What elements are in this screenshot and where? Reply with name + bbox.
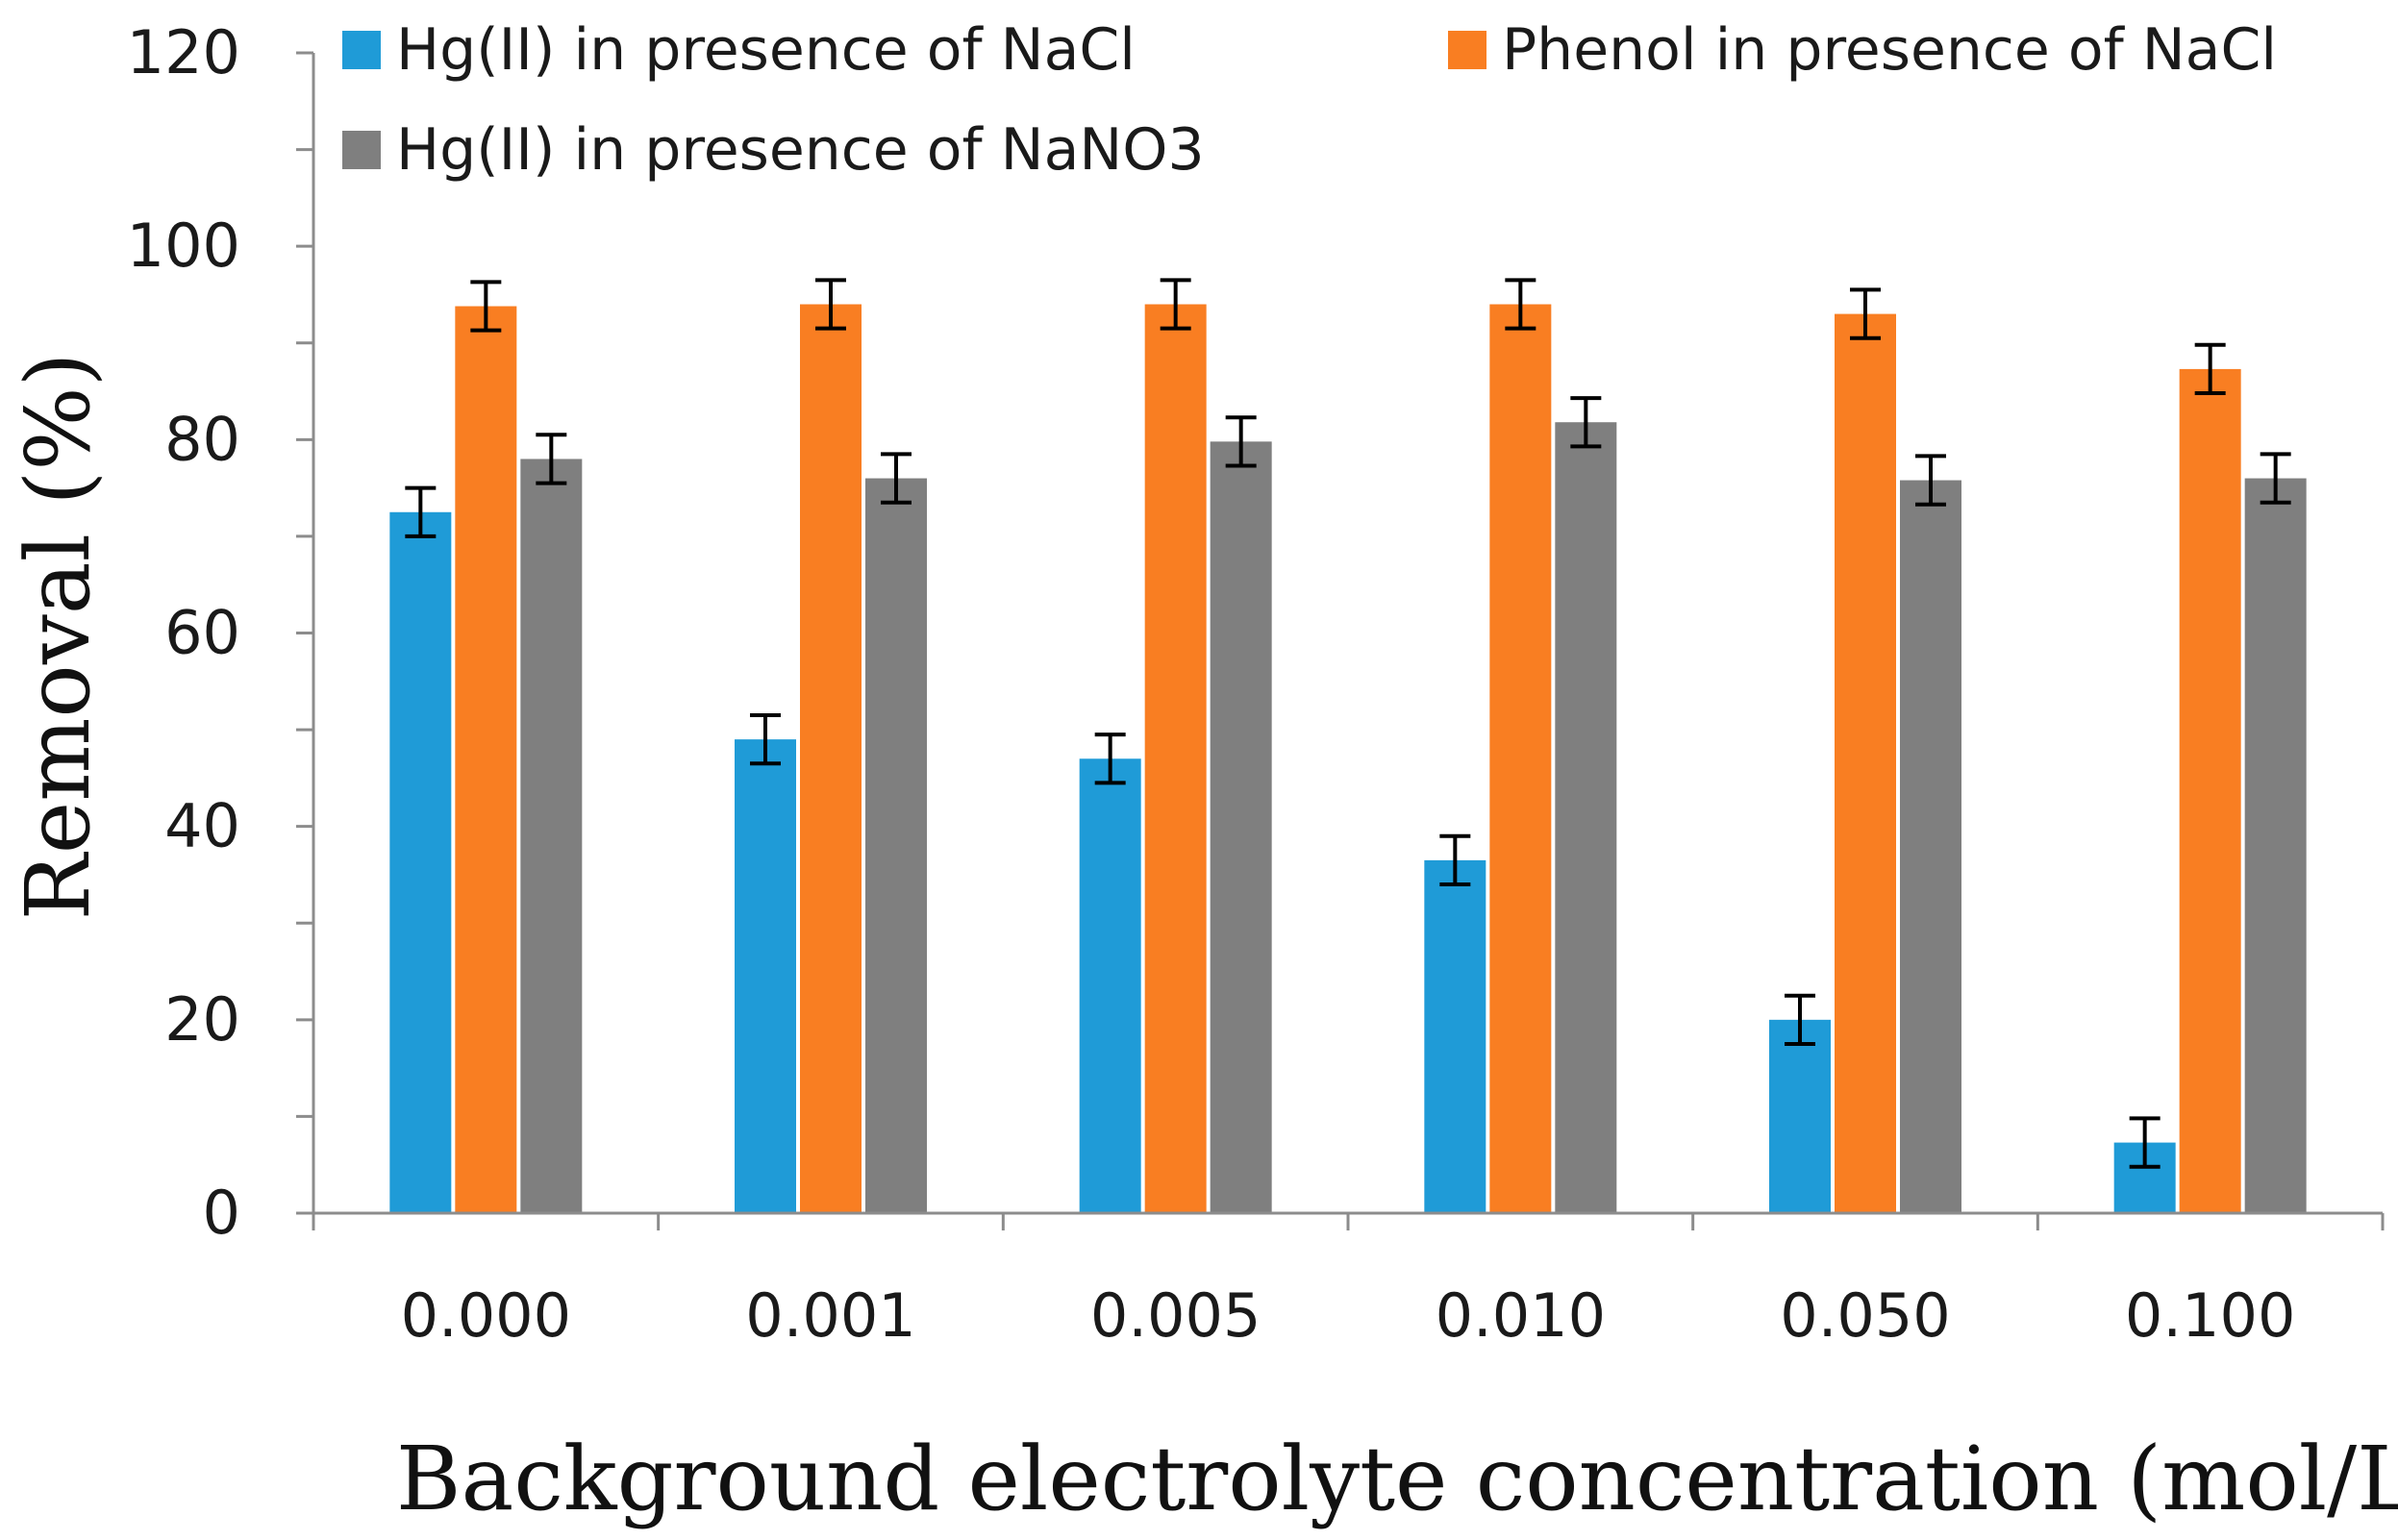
bar-2-0.000 <box>455 306 517 1213</box>
bar-2-0.010 <box>1489 304 1552 1213</box>
legend-item-2: Phenol in presence of NaCl <box>1448 16 2277 84</box>
legend-label: Hg(II) in presence of NaCl <box>396 16 1136 84</box>
legend-label: Phenol in presence of NaCl <box>1502 16 2277 84</box>
labels-layer: 0 20 40 60 80 100 120 0.000 0.001 0.005 0.010 0.050… <box>127 17 2296 1351</box>
error-bar-1-0.100 <box>2129 1116 2161 1169</box>
y-tick-label: 60 <box>164 598 240 668</box>
y-tick-label: 0 <box>203 1178 240 1248</box>
x-axis-title: Background electrolyte concentration (mo… <box>396 1428 2398 1530</box>
error-bar-1-0.001 <box>750 712 781 766</box>
bar-3-0.050 <box>1900 480 1961 1213</box>
error-bar-1-0.050 <box>1785 993 1815 1046</box>
bar-3-0.010 <box>1555 422 1617 1213</box>
legend-swatch <box>342 31 381 69</box>
legend-swatch <box>1448 31 1486 69</box>
y-tick-label: 80 <box>164 404 240 474</box>
error-bar-1-0.005 <box>1094 733 1126 785</box>
bars-layer <box>389 278 2307 1214</box>
y-tick-label: 120 <box>127 17 240 87</box>
y-axis-title: Removal (%) <box>7 352 110 920</box>
legend-label: Hg(II) in presence of NaNO3 <box>396 116 1205 184</box>
y-tick-label: 20 <box>164 984 240 1055</box>
error-bar-3-0.001 <box>881 452 912 505</box>
error-bar-3-0.100 <box>2260 452 2291 505</box>
error-bar-2-0.000 <box>470 280 502 333</box>
bar-3-0.001 <box>865 478 927 1214</box>
bar-3-0.005 <box>1210 441 1272 1214</box>
error-bar-1-0.010 <box>1439 833 1471 887</box>
axes-layer <box>296 51 2385 1230</box>
x-tick-label: 0.005 <box>1090 1280 1261 1351</box>
legend-swatch <box>342 131 381 169</box>
legend-item-3: Hg(II) in presence of NaNO3 <box>342 116 1205 184</box>
x-tick-label: 0.010 <box>1436 1280 1607 1351</box>
error-bar-2-0.050 <box>1850 287 1881 340</box>
legend-item-1: Hg(II) in presence of NaCl <box>342 16 1136 84</box>
x-tick-label: 0.001 <box>745 1280 916 1351</box>
error-bar-2-0.001 <box>815 278 846 331</box>
x-tick-label: 0.050 <box>1780 1280 1951 1351</box>
error-bar-3-0.005 <box>1225 415 1257 468</box>
error-bar-2-0.100 <box>2194 342 2226 396</box>
error-bar-2-0.005 <box>1160 278 1191 331</box>
x-tick-label: 0.100 <box>2125 1280 2296 1351</box>
y-tick-label: 40 <box>164 791 240 861</box>
bar-3-0.100 <box>2244 478 2307 1214</box>
bar-2-0.005 <box>1144 304 1207 1213</box>
bar-2-0.001 <box>800 304 862 1213</box>
error-bar-2-0.010 <box>1505 278 1536 331</box>
bar-2-0.100 <box>2179 368 2241 1214</box>
bar-1-0.000 <box>389 511 452 1213</box>
error-bar-1-0.000 <box>405 485 437 538</box>
error-bar-3-0.050 <box>1915 454 1946 507</box>
error-bar-3-0.000 <box>536 433 567 485</box>
bar-1-0.050 <box>1769 1019 1831 1213</box>
bar-1-0.001 <box>735 739 796 1213</box>
bar-1-0.005 <box>1079 758 1141 1213</box>
error-bar-3-0.010 <box>1570 396 1602 449</box>
legend: Hg(II) in presence of NaCl Phenol in pres… <box>342 16 2277 184</box>
x-tick-label: 0.000 <box>401 1280 572 1351</box>
bar-1-0.010 <box>1424 859 1486 1213</box>
bar-2-0.050 <box>1835 313 1896 1213</box>
y-tick-label: 100 <box>127 211 240 281</box>
bar-3-0.000 <box>520 459 583 1213</box>
